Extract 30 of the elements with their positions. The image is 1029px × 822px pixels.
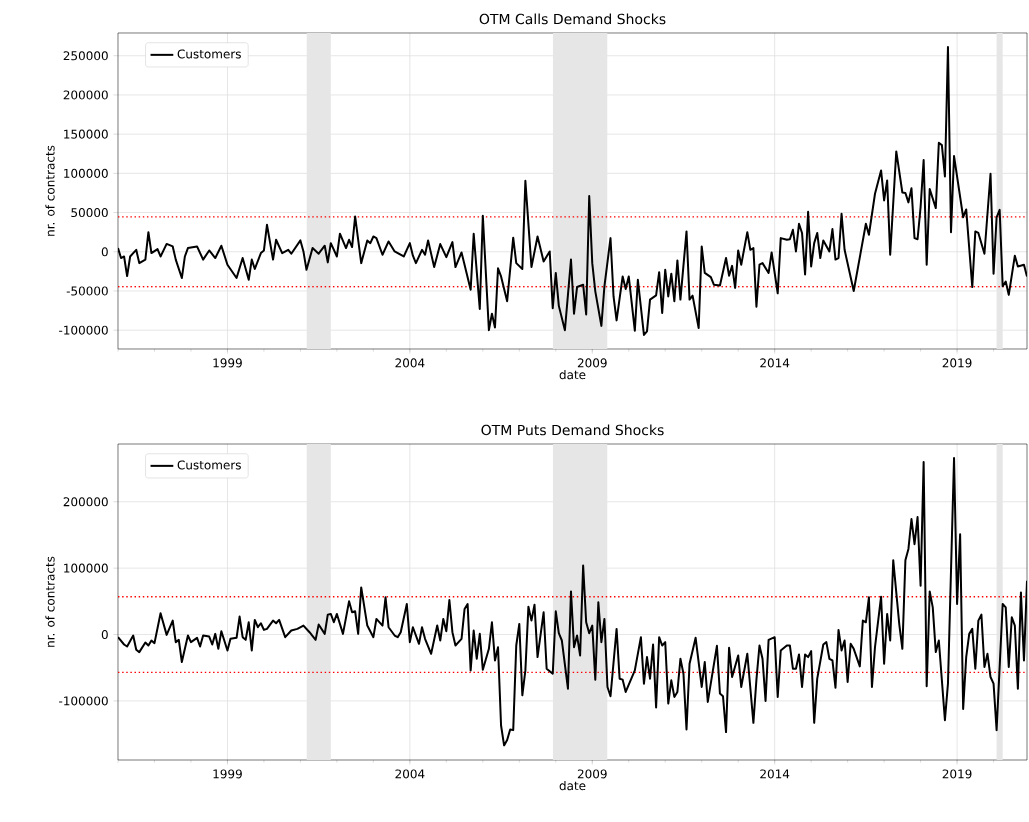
x-axis-title: date (559, 369, 586, 380)
chart-title: OTM Puts Demand Shocks (481, 424, 664, 436)
x-tick-label: 1999 (213, 358, 242, 368)
y-axis-title: nr. of contracts (45, 556, 55, 647)
y-tick-label: 250000 (63, 51, 108, 61)
x-tick-label: 2004 (395, 358, 425, 368)
y-tick-label: 50000 (71, 208, 108, 218)
y-tick-label: 100000 (64, 168, 108, 178)
x-axis-title: date (559, 780, 586, 791)
y-tick-label: -50000 (66, 286, 108, 296)
y-tick-label: 0 (101, 629, 108, 640)
x-tick-label: 2009 (577, 769, 607, 779)
legend-label: Customers (177, 460, 241, 470)
y-tick-label: -100000 (59, 696, 108, 706)
x-tick-label: 1999 (213, 769, 242, 779)
x-tick-label: 2019 (942, 769, 972, 779)
x-tick-label: 2019 (942, 358, 972, 368)
y-tick-label: 100000 (64, 563, 108, 573)
y-tick-label: -100000 (59, 325, 108, 335)
x-tick-label: 2004 (395, 769, 425, 779)
y-tick-label: 200000 (63, 497, 108, 507)
legend-label: Customers (177, 49, 241, 59)
x-tick-label: 2014 (760, 769, 790, 779)
y-axis-title: nr. of contracts (45, 145, 55, 236)
x-tick-label: 2009 (577, 358, 607, 368)
y-tick-label: 150000 (64, 129, 108, 139)
x-tick-label: 2014 (760, 358, 790, 368)
y-tick-label: 0 (101, 247, 108, 257)
chart-title: OTM Calls Demand Shocks (479, 13, 666, 25)
y-tick-label: 200000 (63, 90, 108, 100)
